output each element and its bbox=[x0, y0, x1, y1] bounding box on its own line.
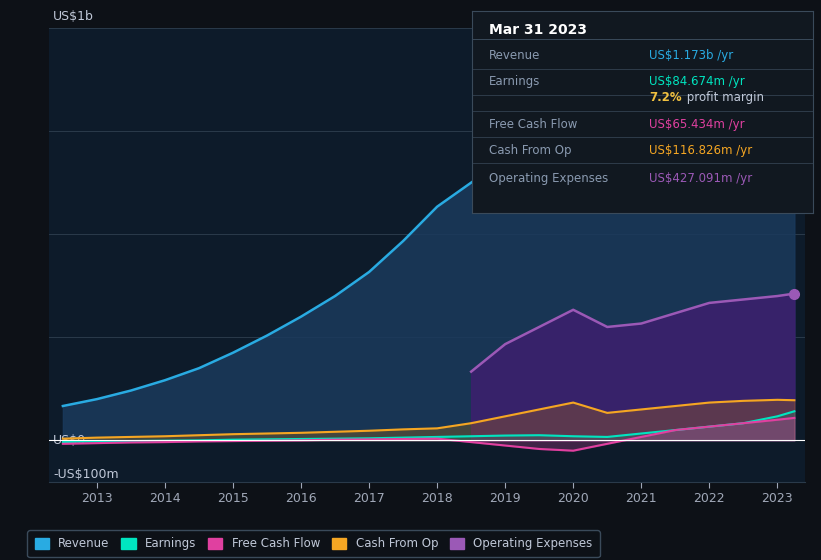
Text: Revenue: Revenue bbox=[489, 49, 540, 62]
Text: Cash From Op: Cash From Op bbox=[489, 144, 571, 157]
Text: US$1.173b /yr: US$1.173b /yr bbox=[649, 49, 733, 62]
Text: US$65.434m /yr: US$65.434m /yr bbox=[649, 118, 745, 130]
Legend: Revenue, Earnings, Free Cash Flow, Cash From Op, Operating Expenses: Revenue, Earnings, Free Cash Flow, Cash … bbox=[27, 530, 600, 557]
Text: Operating Expenses: Operating Expenses bbox=[489, 172, 608, 185]
Text: Mar 31 2023: Mar 31 2023 bbox=[489, 24, 587, 38]
Text: US$84.674m /yr: US$84.674m /yr bbox=[649, 75, 745, 88]
Text: 7.2%: 7.2% bbox=[649, 91, 682, 104]
Text: profit margin: profit margin bbox=[683, 91, 764, 104]
Text: US$427.091m /yr: US$427.091m /yr bbox=[649, 172, 753, 185]
Text: US$116.826m /yr: US$116.826m /yr bbox=[649, 144, 753, 157]
Text: Earnings: Earnings bbox=[489, 75, 540, 88]
Text: Free Cash Flow: Free Cash Flow bbox=[489, 118, 577, 130]
Text: US$1b: US$1b bbox=[53, 10, 94, 23]
Text: -US$100m: -US$100m bbox=[53, 468, 119, 481]
Text: US$0: US$0 bbox=[53, 434, 86, 447]
